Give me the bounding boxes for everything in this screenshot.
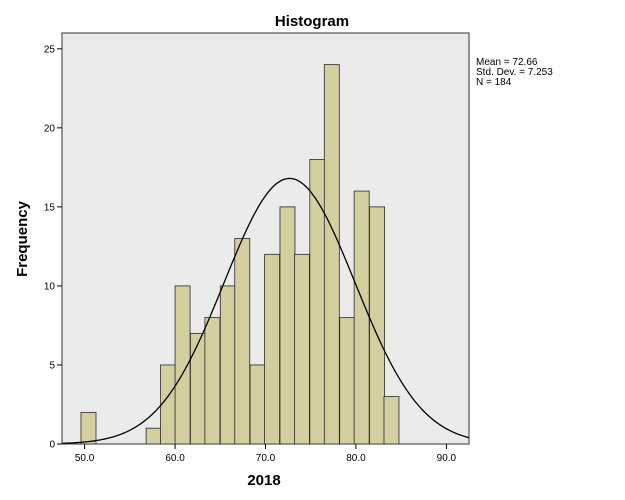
- y-axis-title: Frequency: [14, 200, 31, 277]
- x-tick-label: 50.0: [75, 453, 95, 464]
- stat-n: N = 184: [476, 77, 512, 88]
- stat-mean: Mean = 72.66: [476, 57, 538, 68]
- bars-group: [80, 64, 400, 445]
- x-tick-label: 90.0: [437, 453, 457, 464]
- histogram-bar-9: [264, 253, 281, 445]
- chart-title: Histogram: [275, 13, 349, 30]
- normal-curve: [61, 177, 470, 444]
- histogram-bar-6: [219, 285, 236, 445]
- y-tick-label: 5: [49, 360, 55, 371]
- y-tick-label: 0: [49, 440, 55, 451]
- histogram-bar-7: [234, 238, 251, 445]
- histogram-bar-16: [369, 206, 385, 445]
- y-tick-label: 15: [44, 202, 56, 213]
- histogram-bar-13: [323, 64, 340, 445]
- histogram-bar-1: [145, 427, 162, 445]
- y-axis: 0 5 10 15 20 25: [44, 44, 62, 451]
- histogram-bar-2: [160, 364, 176, 445]
- x-tick-label: 80.0: [346, 453, 366, 464]
- y-tick-label: 20: [44, 123, 56, 134]
- histogram-bar-0: [80, 411, 97, 445]
- histogram-bar-4: [190, 332, 206, 445]
- histogram-bar-17: [383, 396, 400, 445]
- histogram-bar-8: [249, 364, 266, 445]
- histogram-bar-5: [204, 317, 221, 445]
- x-axis: 50.0 60.0 70.0 80.0 90.0: [75, 444, 457, 464]
- x-axis-title: 2018: [247, 472, 280, 489]
- y-tick-label: 25: [44, 44, 56, 55]
- histogram-bar-11: [294, 253, 310, 445]
- histogram-bar-10: [279, 206, 296, 445]
- y-tick-label: 10: [44, 281, 56, 292]
- x-tick-label: 60.0: [165, 453, 185, 464]
- x-tick-label: 70.0: [256, 453, 276, 464]
- stat-std-dev: Std. Dev. = 7.253: [476, 67, 553, 78]
- histogram-bar-14: [339, 317, 356, 445]
- stats-box: Mean = 72.66 Std. Dev. = 7.253 N = 184: [476, 57, 553, 88]
- histogram-bar-15: [353, 190, 370, 445]
